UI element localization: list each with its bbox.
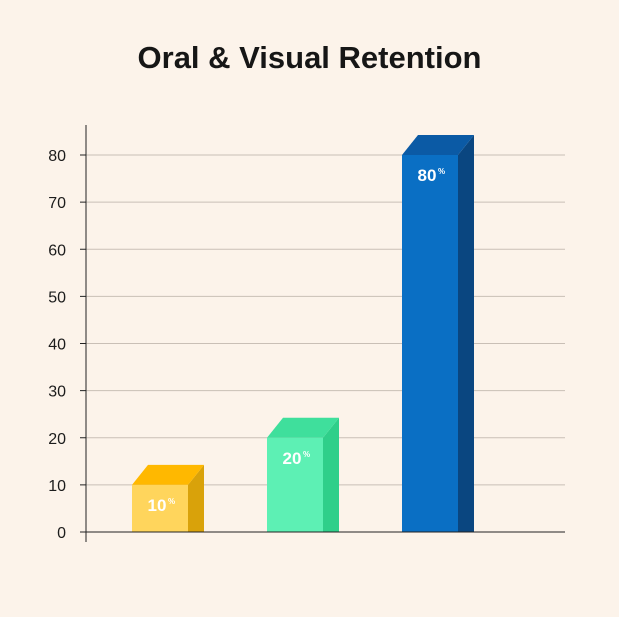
bar-front — [132, 484, 188, 532]
bar-value-unit: % — [303, 450, 310, 459]
bar-top — [132, 464, 204, 485]
bar-side — [323, 417, 339, 532]
bar-front — [267, 437, 323, 532]
bar-value-unit: % — [438, 167, 445, 176]
y-tick-label: 40 — [48, 337, 66, 354]
bars: 10 %20 %80% — [132, 135, 474, 532]
bar-side — [458, 135, 474, 532]
bar-top — [402, 135, 474, 155]
y-tick-label: 0 — [57, 525, 66, 542]
bar-value-label: 20 — [283, 449, 302, 468]
y-tick-label: 20 — [48, 431, 66, 448]
bar-front — [402, 155, 458, 532]
bar-value-label: 80 — [418, 166, 437, 185]
y-tick-label: 70 — [48, 195, 66, 212]
y-tick-label: 10 — [48, 478, 66, 495]
bar-2: 20% — [267, 417, 339, 532]
y-tick-label: 80 — [48, 148, 66, 165]
bar-3: 80% — [402, 135, 474, 532]
y-axis-ticks: 0 10 20 30 40 50 60 70 80 — [48, 148, 86, 542]
bar-side — [188, 464, 204, 532]
y-tick-label: 60 — [48, 242, 66, 259]
bar-top — [267, 417, 339, 438]
y-tick-label: 50 — [48, 289, 66, 306]
y-tick-label: 30 — [48, 384, 66, 401]
chart-title: Oral & Visual Retention — [137, 40, 482, 75]
bar-value-label: 10 — [148, 496, 167, 515]
bar-value-unit: % — [168, 497, 175, 506]
bar-1: 10% — [132, 464, 204, 532]
